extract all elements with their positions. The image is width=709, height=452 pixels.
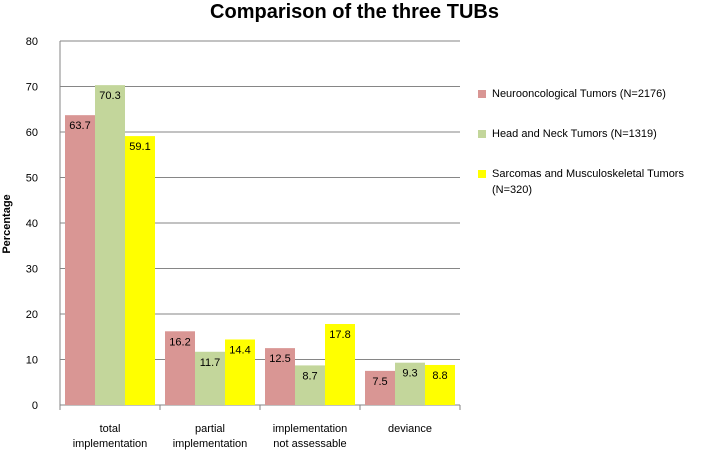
bar bbox=[325, 324, 355, 405]
data-label: 12.5 bbox=[269, 353, 290, 365]
legend-label: Head and Neck Tumors (N=1319) bbox=[492, 128, 657, 140]
y-tick-label: 60 bbox=[26, 127, 38, 139]
bar bbox=[425, 364, 455, 405]
bar bbox=[125, 136, 155, 405]
y-tick-label: 20 bbox=[26, 309, 38, 321]
data-label: 16.2 bbox=[169, 336, 190, 348]
y-tick-label: 70 bbox=[26, 82, 38, 94]
data-label: 11.7 bbox=[200, 357, 221, 369]
x-category-label: implementation bbox=[173, 438, 248, 450]
x-category-label: implementation bbox=[73, 438, 148, 450]
bar bbox=[65, 115, 95, 405]
legend: Neurooncological Tumors (N=2176) Head and… bbox=[478, 86, 708, 222]
y-tick-label: 50 bbox=[26, 173, 38, 185]
data-label: 9.3 bbox=[402, 368, 417, 380]
y-tick-label: 80 bbox=[26, 36, 38, 48]
y-tick-label: 10 bbox=[26, 355, 38, 367]
data-label: 70.3 bbox=[99, 90, 120, 102]
legend-item: Sarcomas and Musculoskeletal Tumors (N=3… bbox=[478, 166, 708, 198]
bar bbox=[95, 85, 125, 405]
legend-swatch bbox=[478, 90, 486, 98]
x-category-label: implementation bbox=[273, 423, 348, 435]
bar bbox=[165, 331, 195, 405]
x-category-label: not assessable bbox=[273, 438, 346, 450]
data-label: 8.7 bbox=[302, 370, 317, 382]
y-axis-label: Percentage bbox=[1, 194, 13, 253]
bar bbox=[295, 365, 325, 405]
x-category-label: deviance bbox=[388, 423, 432, 435]
bar bbox=[395, 362, 425, 405]
legend-label: Sarcomas and Musculoskeletal Tumors (N=3… bbox=[492, 168, 684, 196]
legend-label: Neurooncological Tumors (N=2176) bbox=[492, 88, 666, 100]
bars bbox=[65, 85, 455, 405]
bar bbox=[265, 348, 295, 405]
bar bbox=[225, 339, 255, 405]
y-tick-label: 0 bbox=[32, 400, 38, 412]
data-label: 7.5 bbox=[372, 376, 387, 388]
chart-title: Comparison of the three TUBs bbox=[210, 1, 499, 23]
legend-swatch bbox=[478, 170, 486, 178]
x-category-label: total bbox=[100, 423, 121, 435]
bar bbox=[195, 351, 225, 405]
data-label: 8.8 bbox=[432, 370, 447, 382]
bar bbox=[365, 370, 395, 405]
data-label: 14.4 bbox=[229, 344, 250, 356]
x-category-label: partial bbox=[195, 423, 225, 435]
legend-swatch bbox=[478, 130, 486, 138]
y-tick-label: 30 bbox=[26, 264, 38, 276]
data-label: 63.7 bbox=[69, 120, 90, 132]
data-label: 59.1 bbox=[129, 141, 150, 153]
legend-item: Head and Neck Tumors (N=1319) bbox=[478, 126, 708, 142]
data-labels: 63.7 70.3 59.1 16.2 11.7 14.4 12.5 8.7 17.8 7.5 9.… bbox=[69, 90, 447, 388]
data-label: 17.8 bbox=[329, 329, 350, 341]
y-tick-label: 40 bbox=[26, 218, 38, 230]
legend-item: Neurooncological Tumors (N=2176) bbox=[478, 86, 708, 102]
gridlines bbox=[60, 40, 460, 360]
